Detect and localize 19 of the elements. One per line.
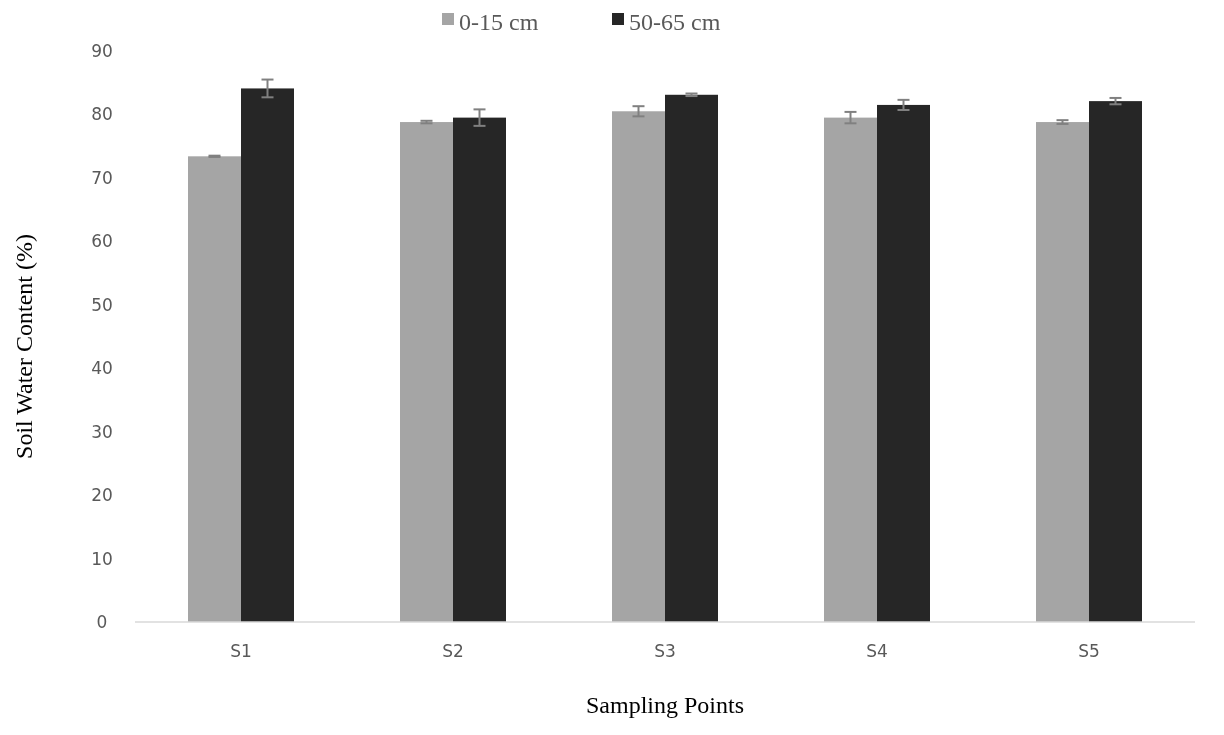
y-tick-label: 70 (91, 167, 113, 188)
y-tick-label: 60 (91, 231, 113, 252)
x-axis-title: Sampling Points (585, 692, 745, 718)
y-tick-label: 50 (91, 294, 113, 315)
y-tick-label: 10 (91, 548, 113, 569)
y-tick-label: 40 (91, 358, 113, 379)
y-tick-label: 90 (91, 40, 113, 61)
x-tick-label: S2 (442, 641, 464, 661)
y-tick-label: 20 (91, 485, 113, 506)
x-tick-label: S4 (866, 641, 888, 661)
y-tick-label: 80 (91, 104, 113, 125)
y-axis-title: Soil Water Content (%) (11, 234, 37, 459)
legend-label: 0-15 cm (459, 9, 539, 36)
legend-label: 50-65 cm (629, 9, 721, 36)
x-tick-label: S1 (230, 641, 252, 661)
x-tick-label: S5 (1078, 641, 1100, 661)
y-tick-label: 0 (96, 611, 108, 632)
x-tick-label: S3 (654, 641, 676, 661)
y-tick-label: 30 (91, 421, 113, 442)
